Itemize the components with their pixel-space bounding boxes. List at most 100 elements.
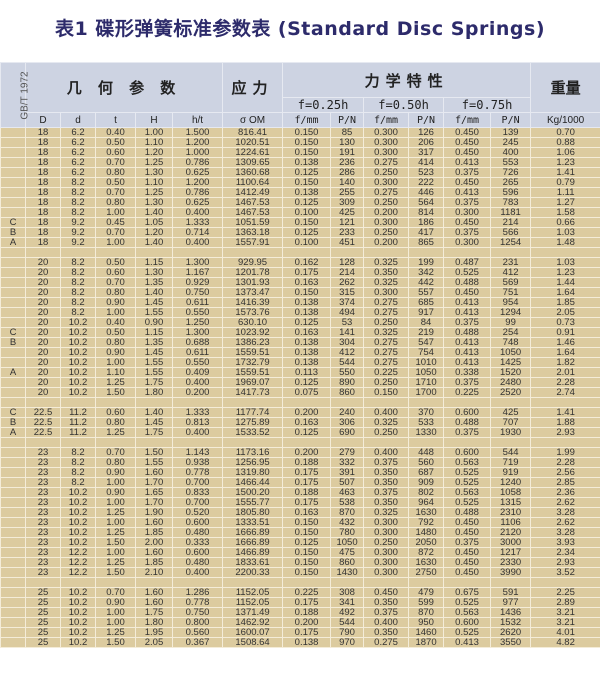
col-stress-cell: 1309.65 <box>222 157 284 168</box>
col-t-cell: 1.50 <box>95 637 136 648</box>
series-class-cell <box>0 207 26 218</box>
col-H-cell: 1.75 <box>135 377 173 388</box>
col-H-cell: 1.60 <box>135 547 173 558</box>
col-p1-cell: 451 <box>330 237 365 248</box>
col-weight-cell: 2.56 <box>530 467 600 478</box>
col-p2-cell: 814 <box>408 207 445 218</box>
col-t-cell: 0.45 <box>95 217 136 228</box>
col-f3-cell: 0.675 <box>443 587 492 598</box>
col-p2-cell: 342 <box>408 267 445 278</box>
table-row: 18 8.2 1.00 1.40 0.400 1467.53 0.100 425 0.200 81… <box>0 207 600 218</box>
col-f3-cell: 0.450 <box>443 557 492 568</box>
col-D-cell: 20 <box>25 267 61 278</box>
col-p2-cell: 186 <box>408 217 445 228</box>
col-D-cell <box>25 437 61 448</box>
col-p1-cell: 544 <box>330 617 365 628</box>
col-p3-cell: 566 <box>490 227 532 238</box>
col-H-cell: 1.60 <box>135 597 173 608</box>
col-f1-cell: 0.188 <box>282 457 332 468</box>
col-H-header: H <box>135 112 173 128</box>
col-p3-cell: 2120 <box>490 527 532 538</box>
col-p1-cell: 304 <box>330 337 365 348</box>
table-row: 23 10.2 1.25 1.85 0.480 1666.89 0.150 780 0.300 1… <box>0 527 600 538</box>
col-p2-cell: 560 <box>408 457 445 468</box>
table-row: C 20 10.2 0.50 1.15 1.300 1023.92 0.163 141 0.325… <box>0 327 600 338</box>
col-d-cell: 10.2 <box>60 537 96 548</box>
col-weight-cell: 1.11 <box>530 187 600 198</box>
col-t-cell: 0.90 <box>95 297 136 308</box>
col-f1-cell <box>282 247 332 258</box>
col-h-t-cell: 0.786 <box>171 157 224 168</box>
col-p1-cell: 341 <box>330 597 365 608</box>
table-row: 20 8.2 0.50 1.15 1.300 929.95 0.162 128 0.325 199… <box>0 257 600 268</box>
col-t-cell <box>95 437 136 448</box>
col-D-cell: 25 <box>25 597 61 608</box>
col-f2-cell: 0.325 <box>363 277 410 288</box>
col-weight-cell: 2.36 <box>530 487 600 498</box>
col-H-cell: 1.75 <box>135 427 173 438</box>
col-d-cell: 11.2 <box>60 407 96 418</box>
col-h-t-cell: 0.200 <box>171 387 224 398</box>
table-row: 23 12.2 1.25 1.85 0.480 1833.61 0.150 860 0.300 1… <box>0 557 600 568</box>
col-stress-cell: 1373.47 <box>222 287 284 298</box>
f-group-025: f=0.25h <box>282 97 365 113</box>
col-D-cell: 23 <box>25 527 61 538</box>
col-t-cell: 1.00 <box>95 477 136 488</box>
series-class-cell <box>0 267 26 278</box>
col-f1-cell: 0.138 <box>282 347 332 358</box>
col-stress-cell: 1467.53 <box>222 197 284 208</box>
col-h-t-cell: 0.786 <box>171 187 224 198</box>
col-H-cell: 1.85 <box>135 557 173 568</box>
col-f2-cell: 0.400 <box>363 407 410 418</box>
col-p1-cell: 279 <box>330 447 365 458</box>
col-p2-cell <box>408 397 445 408</box>
col-f2-cell: 0.250 <box>363 427 410 438</box>
col-f1-cell: 0.138 <box>282 307 332 318</box>
col-D-cell: 18 <box>25 197 61 208</box>
col-D-cell: 25 <box>25 587 61 598</box>
series-class-cell: B <box>0 227 26 238</box>
col-t-cell: 1.25 <box>95 377 136 388</box>
col-weight-cell: 2.28 <box>530 377 600 388</box>
col-t-cell: 1.10 <box>95 367 136 378</box>
col-p3-cell: 1436 <box>490 607 532 618</box>
col-p2-cell: 2050 <box>408 537 445 548</box>
table-row: B 20 10.2 0.80 1.35 0.688 1386.23 0.138 304 0.275… <box>0 337 600 348</box>
col-p1-cell: 425 <box>330 207 365 218</box>
col-D-cell: 22.5 <box>25 407 61 418</box>
col-h-t-cell: 0.938 <box>171 457 224 468</box>
col-f2-cell: 0.400 <box>363 617 410 628</box>
table-row: C 18 9.2 0.45 1.05 1.333 1051.59 0.150 121 0.300 1… <box>0 217 600 228</box>
col-f1-cell: 0.163 <box>282 277 332 288</box>
col-stress-cell: 1020.51 <box>222 137 284 148</box>
col-h-t-cell: 1.143 <box>171 447 224 458</box>
col-stress-cell: 2200.33 <box>222 567 284 578</box>
col-weight-cell <box>530 397 600 408</box>
col-d-cell: 8.2 <box>60 447 96 458</box>
col-f3-cell: 0.600 <box>443 447 492 458</box>
col-H-cell: 1.40 <box>135 207 173 218</box>
col-H-cell: 1.30 <box>135 197 173 208</box>
col-f2-cell: 0.350 <box>363 597 410 608</box>
col-D-cell: 20 <box>25 317 61 328</box>
col-p3-cell: 1240 <box>490 477 532 488</box>
col-d-cell: 10.2 <box>60 357 96 368</box>
col-f2-cell: 0.300 <box>363 287 410 298</box>
col-p1-cell: 214 <box>330 267 365 278</box>
table-row: 18 6.2 0.40 1.00 1.500 816.41 0.150 85 0.300 126 0… <box>0 127 600 138</box>
col-weight-cell: 0.70 <box>530 127 600 138</box>
col-H-cell: 1.25 <box>135 187 173 198</box>
col-weight-cell: 3.28 <box>530 507 600 518</box>
col-p1-cell: 315 <box>330 287 365 298</box>
col-f3-cell: 0.450 <box>443 137 492 148</box>
series-class-cell: A <box>0 237 26 248</box>
col-stress-cell: 1416.39 <box>222 297 284 308</box>
col-f1-cell: 0.125 <box>282 197 332 208</box>
col-h-t-cell: 0.367 <box>171 637 224 648</box>
col-p2-cell: 206 <box>408 137 445 148</box>
series-class-cell <box>0 507 26 518</box>
col-d-cell: 6.2 <box>60 157 96 168</box>
col-H-cell: 1.65 <box>135 487 173 498</box>
col-D-cell: 20 <box>25 297 61 308</box>
col-p2-cell: 754 <box>408 347 445 358</box>
